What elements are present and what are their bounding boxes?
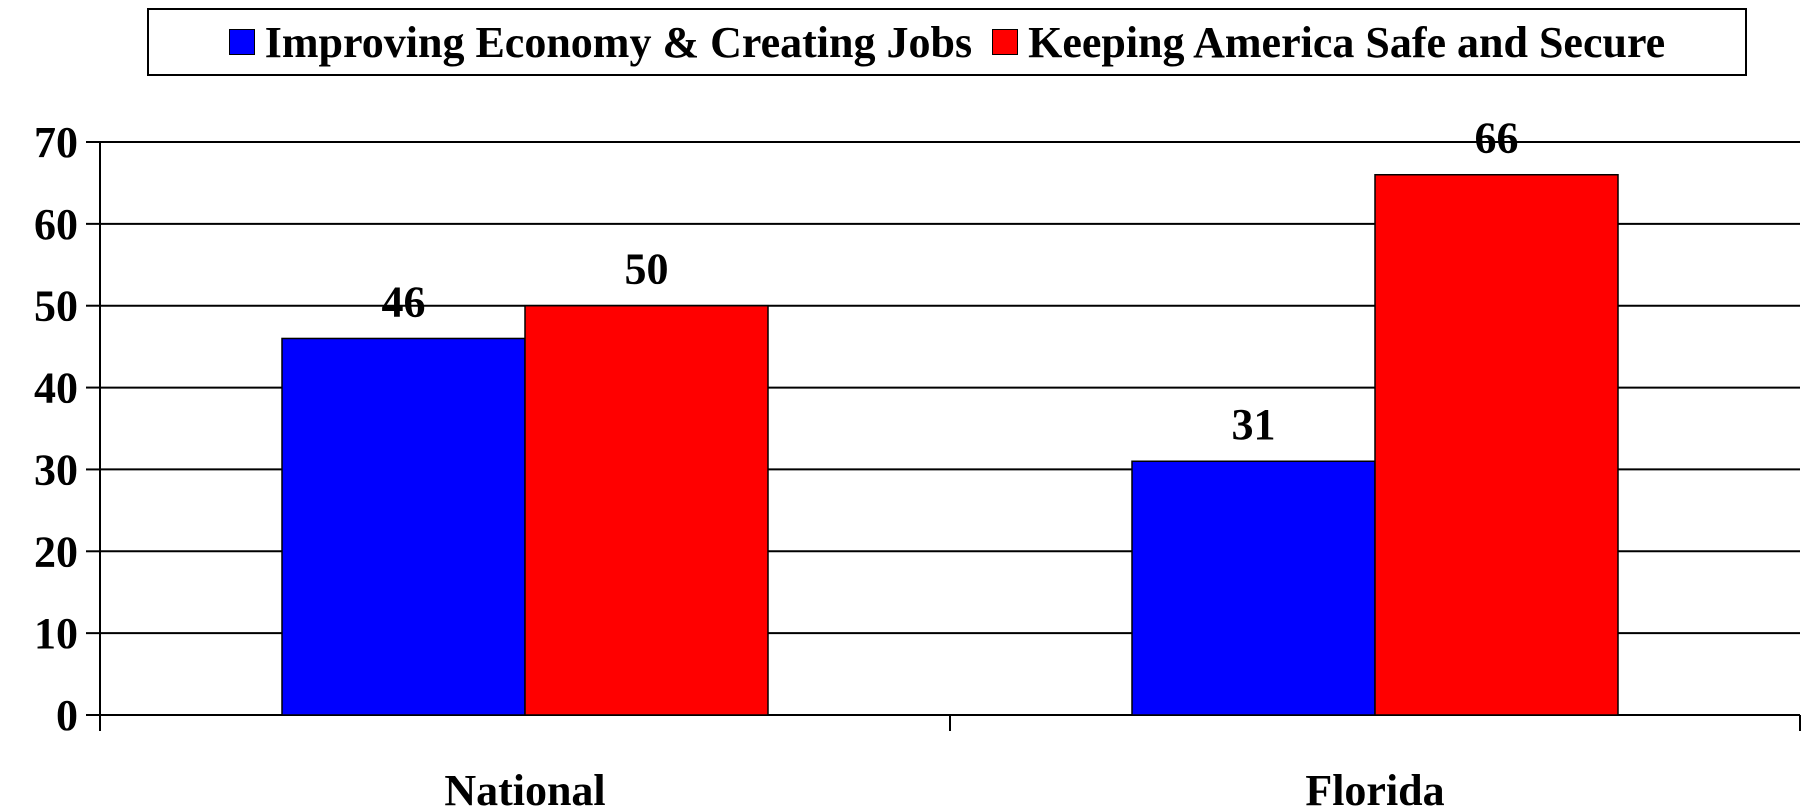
data-label-safety-national: 50 xyxy=(625,245,669,294)
y-tick-label-50: 50 xyxy=(34,282,78,331)
legend-swatch-economy xyxy=(228,29,255,55)
legend-swatch-safety xyxy=(992,29,1019,55)
x-category-label-national: National xyxy=(444,766,605,810)
legend-label-economy: Improving Economy & Creating Jobs xyxy=(264,17,973,67)
y-tick-label-10: 10 xyxy=(34,609,78,658)
bar-economy-national xyxy=(281,337,526,716)
bar-safety-florida xyxy=(1374,173,1619,716)
y-tick-label-60: 60 xyxy=(34,200,78,249)
legend-entry-safety: Keeping America Safe and Secure xyxy=(992,17,1665,68)
y-tick-label-70: 70 xyxy=(34,118,78,167)
bar-safety-national xyxy=(524,304,769,716)
y-tick-label-30: 30 xyxy=(34,445,78,494)
legend-entry-economy: Improving Economy & Creating Jobs xyxy=(228,17,973,68)
y-tick-label-0: 0 xyxy=(56,691,78,740)
y-tick-label-20: 20 xyxy=(34,527,78,576)
data-label-economy-florida: 31 xyxy=(1232,400,1276,449)
legend-label-safety: Keeping America Safe and Secure xyxy=(1028,17,1666,67)
x-category-label-florida: Florida xyxy=(1305,766,1444,810)
data-label-safety-florida: 66 xyxy=(1475,114,1519,163)
legend: Improving Economy & Creating Jobs Keepin… xyxy=(147,8,1747,76)
bar-economy-florida xyxy=(1131,460,1376,716)
y-tick-label-40: 40 xyxy=(34,364,78,413)
data-label-economy-national: 46 xyxy=(382,277,426,326)
